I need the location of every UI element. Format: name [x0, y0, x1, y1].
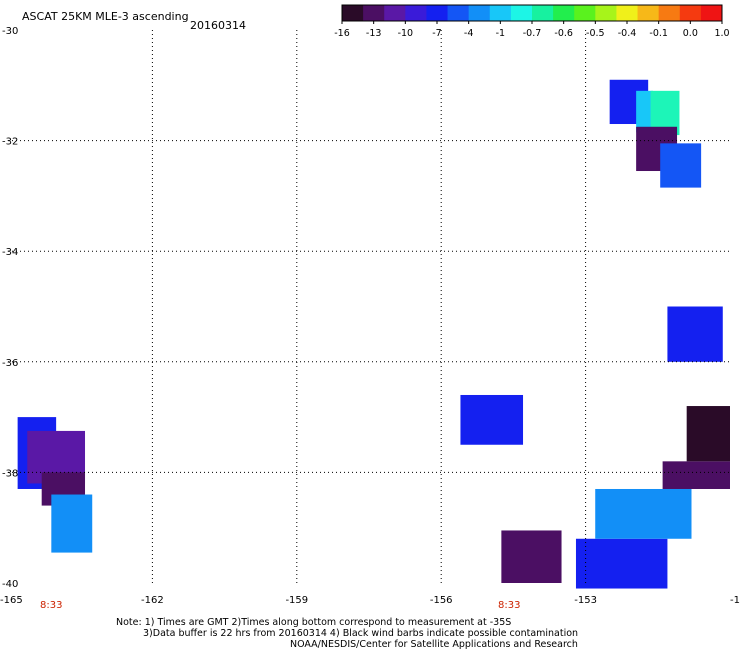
colorbar-swatch-14: [637, 5, 660, 21]
axes: -165 -162 -159 -156 -153 -150 -30 -32 -34 -36 -38 -…: [0, 26, 740, 606]
x-tick-label-4: -153: [574, 595, 597, 606]
colorbar-tick-label-0: -16: [334, 28, 350, 39]
colorbar-swatch-2: [384, 5, 406, 21]
wind-cell-15: [686, 406, 730, 462]
footnote-line-2: 3)Data buffer is 22 hrs from 20160314 4)…: [143, 628, 579, 639]
colorbar-tick-label-9: -0.4: [618, 28, 637, 39]
wind-cell-1: [636, 90, 653, 133]
colorbar-swatch-10: [553, 5, 575, 21]
x-tick-label-0: -165: [0, 595, 23, 606]
grid-lines: [8, 30, 730, 583]
colorbar-swatch-9: [532, 5, 554, 21]
wind-cells: [17, 79, 730, 589]
y-tick-label-1: -32: [2, 137, 18, 148]
colorbar-tick-label-4: -4: [464, 28, 473, 39]
wind-cell-10: [51, 494, 93, 553]
colorbar-swatch-12: [595, 5, 617, 21]
wind-cell-5: [667, 306, 723, 362]
footnote-line-3: NOAA/NESDIS/Center for Satellite Applica…: [290, 639, 578, 650]
colorbar-tick-label-8: -0.5: [586, 28, 605, 39]
colorbar-tick-label-5: -1: [496, 28, 505, 39]
colorbar-swatch-16: [679, 5, 702, 21]
wind-cell-11: [501, 530, 562, 583]
colorbar-tick-label-2: -10: [398, 28, 414, 39]
chart-title: ASCAT 25KM MLE-3 ascending: [22, 10, 189, 23]
colorbar-swatch-3: [405, 5, 427, 21]
colorbar-swatch-13: [616, 5, 639, 21]
footnote-line-1: Note: 1) Times are GMT 2)Times along bot…: [116, 617, 512, 628]
wind-cell-6: [460, 394, 524, 445]
colorbar-swatch-15: [658, 5, 681, 21]
colorbar-swatch-17: [700, 5, 723, 21]
x-tick-label-2: -159: [285, 595, 308, 606]
x-tick-label-5: -150: [730, 595, 740, 606]
colorbar-swatch-0: [342, 5, 364, 21]
colorbar-swatch-4: [426, 5, 449, 21]
colorbar-tick-label-10: -0.1: [649, 28, 668, 39]
colorbar-tick-label-12: 1.0: [714, 28, 729, 39]
colorbar-swatch-6: [468, 5, 491, 21]
y-tick-label-5: -40: [2, 579, 18, 590]
colorbar-tick-label-1: -13: [366, 28, 382, 39]
y-tick-label-4: -38: [2, 468, 18, 479]
colorbar-tick-label-7: -0.6: [554, 28, 573, 39]
colorbar: -16 -13 -10 -7 -4 -1 -0.7 -0.6 -0.5 -0.4 -0.1 0.0 1.…: [334, 4, 730, 39]
x-tick-label-1: -162: [141, 595, 164, 606]
colorbar-swatch-1: [363, 5, 385, 21]
y-tick-label-3: -36: [2, 358, 18, 369]
colorbar-tick-label-3: -7: [432, 28, 441, 39]
wind-cell-12: [575, 538, 668, 589]
colorbar-tick-label-11: 0.0: [683, 28, 698, 39]
wind-cell-4: [660, 143, 702, 188]
y-tick-label-2: -34: [2, 247, 18, 258]
y-tick-label-0: -30: [2, 26, 18, 37]
colorbar-swatch-5: [447, 5, 470, 21]
x-tick-label-3: -156: [430, 595, 453, 606]
time-label-right: 8:33: [498, 600, 521, 611]
wind-cell-14: [662, 461, 730, 489]
colorbar-swatch-7: [489, 5, 512, 21]
time-label-left: 8:33: [40, 600, 63, 611]
colorbar-swatch-11: [574, 5, 596, 21]
wind-cell-13: [595, 488, 692, 539]
colorbar-swatch-8: [510, 5, 533, 21]
colorbar-tick-label-6: -0.7: [523, 28, 542, 39]
chart-date: 20160314: [190, 19, 246, 32]
